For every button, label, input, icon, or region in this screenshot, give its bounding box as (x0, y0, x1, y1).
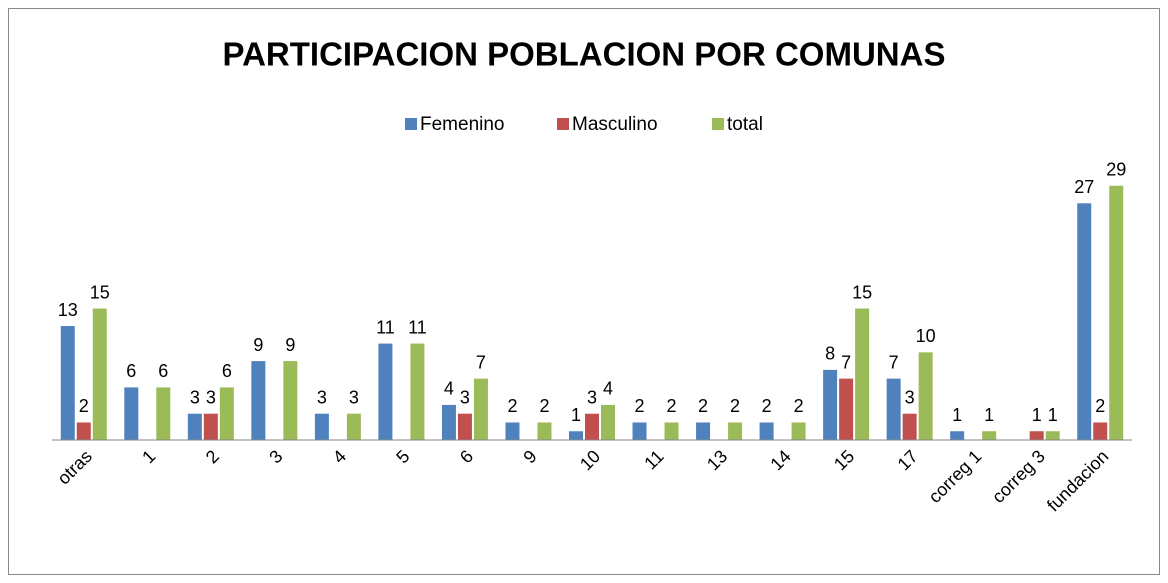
data-label: 2 (762, 396, 772, 416)
legend-label: total (727, 114, 763, 135)
data-label: 7 (889, 352, 899, 372)
bar (346, 413, 361, 440)
data-label: 11 (408, 317, 427, 337)
bar (441, 404, 456, 440)
chart-border (8, 8, 1160, 575)
data-label: 9 (253, 335, 263, 355)
data-label: 27 (1074, 177, 1094, 197)
bar (76, 422, 91, 440)
data-label: 1 (984, 405, 994, 425)
bar (1109, 185, 1124, 440)
data-label: 1 (952, 405, 962, 425)
bar (950, 431, 965, 440)
bar (918, 352, 933, 440)
bar (664, 422, 679, 440)
bar (759, 422, 774, 440)
bar (314, 413, 329, 440)
bar (505, 422, 520, 440)
data-label: 2 (79, 396, 89, 416)
bar (886, 378, 901, 440)
bar (839, 378, 854, 440)
bar (457, 413, 472, 440)
legend-swatch (712, 118, 724, 130)
bar (728, 422, 743, 440)
data-label: 3 (190, 387, 200, 407)
data-label: 9 (285, 335, 295, 355)
data-label: 1 (1048, 405, 1058, 425)
bar (1045, 431, 1060, 440)
bar (632, 422, 647, 440)
bar (473, 378, 488, 440)
data-label: 29 (1106, 160, 1126, 180)
bar (1029, 431, 1044, 440)
data-label: 15 (852, 282, 872, 302)
legend-swatch (405, 118, 417, 130)
bar (982, 431, 997, 440)
bar (601, 404, 615, 440)
data-label: 1 (1032, 405, 1042, 425)
data-label: 6 (158, 361, 168, 381)
bar (283, 361, 298, 440)
legend-label: Masculino (572, 114, 658, 135)
data-label: 2 (1095, 396, 1105, 416)
bar (92, 308, 107, 440)
data-label: 15 (90, 282, 110, 302)
data-label: 1 (571, 405, 581, 425)
bar (1093, 422, 1108, 440)
data-label: 3 (349, 387, 359, 407)
bar (585, 413, 599, 440)
data-label: 11 (376, 317, 395, 337)
data-label: 2 (539, 396, 549, 416)
data-label: 10 (916, 326, 936, 346)
bar (124, 387, 139, 440)
data-label: 4 (603, 379, 613, 399)
data-label: 7 (476, 352, 486, 372)
data-label: 2 (667, 396, 677, 416)
data-label: 3 (317, 387, 327, 407)
data-label: 2 (635, 396, 645, 416)
legend-swatch (557, 118, 569, 130)
data-label: 13 (58, 300, 78, 320)
data-label: 2 (507, 396, 517, 416)
bar (537, 422, 552, 440)
data-label: 8 (825, 344, 835, 364)
data-label: 3 (587, 387, 597, 407)
data-label: 7 (841, 352, 851, 372)
bar (1077, 203, 1092, 440)
bar (156, 387, 171, 440)
data-label: 2 (698, 396, 708, 416)
bar (378, 343, 393, 440)
chart-title: PARTICIPACION POBLACION POR COMUNAS (223, 36, 946, 73)
legend-label: Femenino (420, 114, 505, 135)
data-label: 2 (794, 396, 804, 416)
bar (60, 326, 75, 440)
bar (219, 387, 234, 440)
data-label: 3 (905, 387, 915, 407)
bar (251, 361, 266, 440)
bar (696, 422, 711, 440)
bar (791, 422, 806, 440)
data-label: 2 (730, 396, 740, 416)
bar (855, 308, 870, 440)
data-label: 6 (222, 361, 232, 381)
bar (569, 431, 583, 440)
bar (187, 413, 202, 440)
bar (902, 413, 917, 440)
bar (203, 413, 218, 440)
bar (410, 343, 425, 440)
data-label: 3 (206, 387, 216, 407)
data-label: 3 (460, 387, 470, 407)
bar (823, 369, 838, 440)
data-label: 4 (444, 379, 454, 399)
data-label: 6 (126, 361, 136, 381)
